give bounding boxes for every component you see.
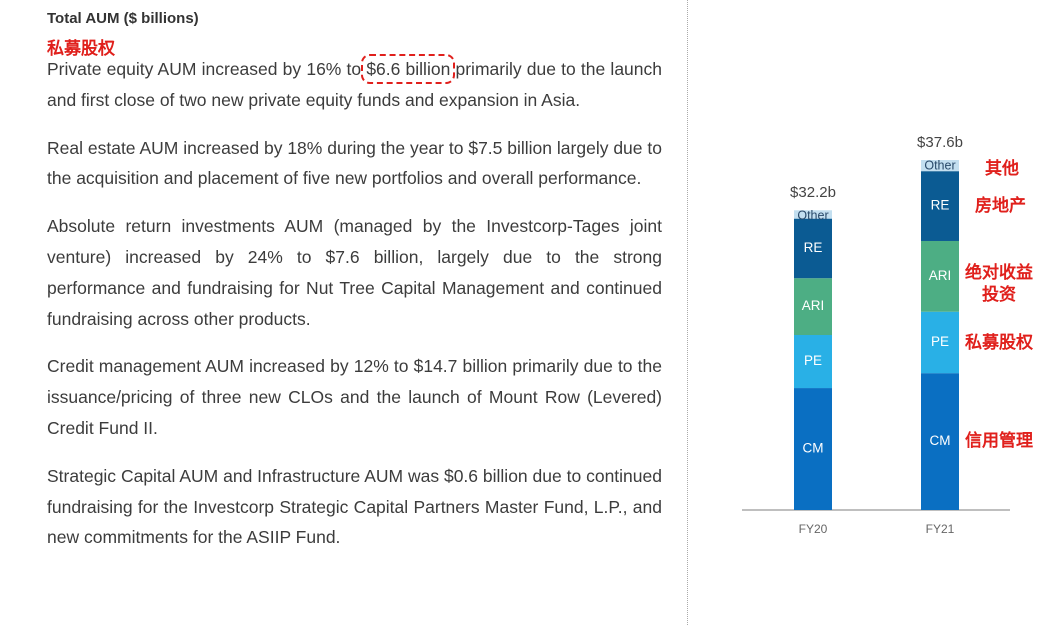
segment-label: Other xyxy=(924,158,955,172)
segment-label: Other xyxy=(797,209,828,223)
bar-segment xyxy=(921,160,959,172)
divider xyxy=(687,0,688,625)
bar-segment xyxy=(921,240,959,312)
heading: Total AUM ($ billions) xyxy=(47,10,199,27)
text-run: Strategic Capital AUM and Infrastructure… xyxy=(47,465,662,548)
annotation: 私募股权 xyxy=(965,333,1033,353)
segment-label: RE xyxy=(804,240,823,255)
text-run: Absolute return investments AUM (managed… xyxy=(47,216,662,329)
annotation: 私募股权 xyxy=(47,39,115,59)
annotation: 其他 xyxy=(985,159,1019,179)
paragraph: Credit management AUM increased by 12% t… xyxy=(47,351,662,443)
paragraph: Strategic Capital AUM and Infrastructure… xyxy=(47,461,662,553)
annotation: 绝对收益 投资 xyxy=(965,263,1033,305)
text-run: primarily due to the launch and first cl… xyxy=(47,59,662,110)
bar-segment xyxy=(794,210,832,219)
total-label: $37.6b xyxy=(917,134,963,151)
highlighted-figure: $6.6 billion xyxy=(361,54,456,84)
x-tick-label: FY20 xyxy=(799,522,828,536)
annotation: 房地产 xyxy=(975,196,1026,216)
segment-label: PE xyxy=(931,334,949,349)
segment-label: CM xyxy=(930,433,951,448)
paragraph: Real estate AUM increased by 18% during … xyxy=(47,133,662,195)
text-run: Real estate AUM increased by 18% during … xyxy=(47,137,662,189)
bar-segment xyxy=(794,218,832,279)
bar-segment xyxy=(921,311,959,374)
paragraph: Absolute return investments AUM (managed… xyxy=(47,211,662,334)
paragraph: Private equity AUM increased by 16% to $… xyxy=(47,54,662,116)
text-column: Private equity AUM increased by 16% to $… xyxy=(47,54,662,570)
text-run: Credit management AUM increased by 12% t… xyxy=(47,356,662,438)
bar-segment xyxy=(794,335,832,389)
segment-label: ARI xyxy=(929,268,952,283)
bar-segment xyxy=(921,171,959,241)
bar-segment xyxy=(921,373,959,510)
bar-segment xyxy=(794,278,832,335)
segment-label: PE xyxy=(804,353,822,368)
segment-label: CM xyxy=(803,441,824,456)
bar-segment xyxy=(794,388,832,510)
annotation: 信用管理 xyxy=(965,431,1033,451)
x-tick-label: FY21 xyxy=(926,522,955,536)
text-run: Private equity AUM increased by 16% to xyxy=(47,59,367,79)
total-label: $32.2b xyxy=(790,184,836,201)
segment-label: RE xyxy=(931,198,950,213)
segment-label: ARI xyxy=(802,298,825,313)
